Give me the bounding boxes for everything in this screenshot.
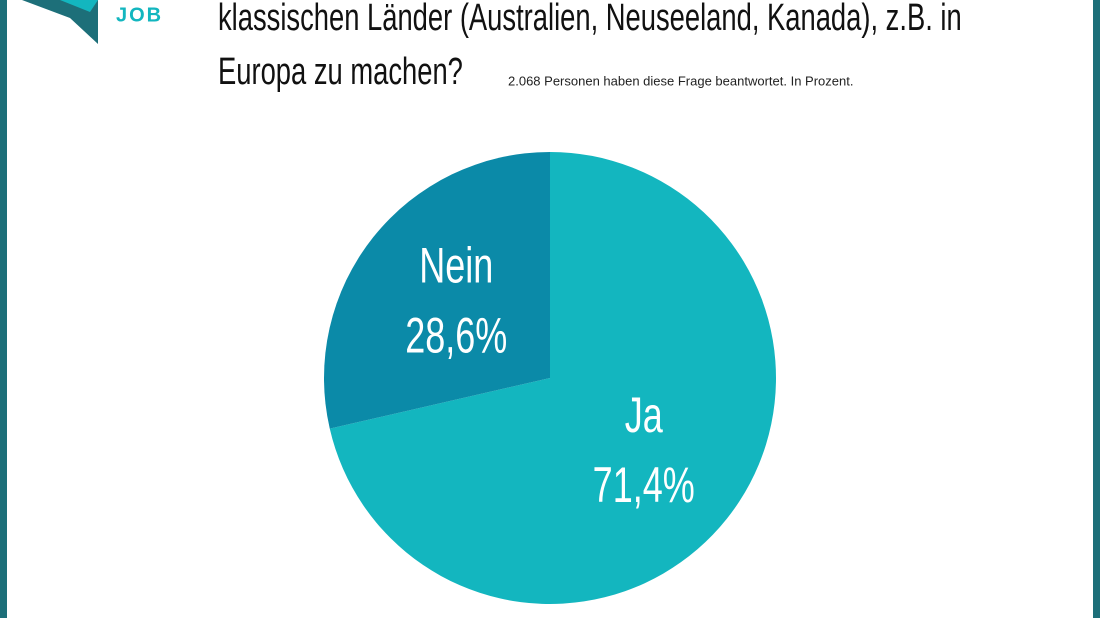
chart-subtitle: 2.068 Personen haben diese Frage beantwo… <box>508 73 853 88</box>
pie-slice <box>324 152 550 429</box>
chart-title-line: klassischen Länder (Australien, Neuseela… <box>218 0 962 39</box>
value-label: 28,6% <box>405 308 507 364</box>
border-left <box>0 0 7 618</box>
logo-accent <box>60 0 98 12</box>
border-right <box>1093 0 1100 618</box>
logo-shape <box>22 0 98 44</box>
logo-text: JOB <box>116 4 163 26</box>
value-label: 71,4% <box>593 457 695 513</box>
slice-label: Ja <box>625 387 663 443</box>
slice-label: Nein <box>419 238 493 294</box>
chart-title-line: Europa zu machen? <box>218 51 463 93</box>
pie-slice <box>329 152 776 604</box>
